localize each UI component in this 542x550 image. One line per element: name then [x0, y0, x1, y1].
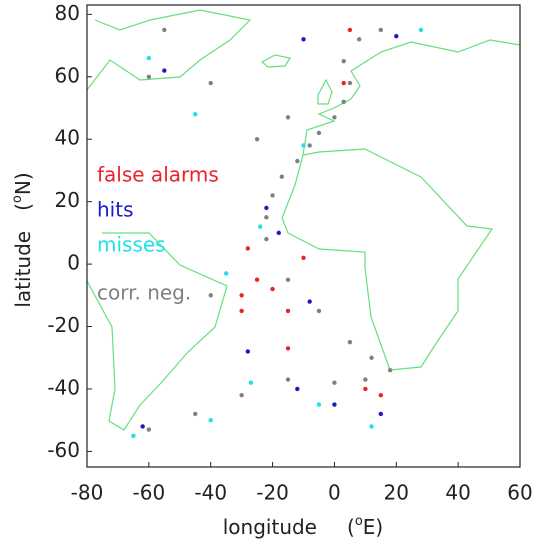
y-tick-label: 60 [55, 63, 80, 87]
track-point [193, 112, 198, 117]
track-point [418, 27, 424, 33]
track-point [264, 205, 269, 211]
legend-entry: misses [97, 233, 166, 257]
track-point [264, 215, 269, 220]
track-point [285, 377, 291, 382]
data-points [131, 27, 424, 438]
britain-coast [317, 78, 333, 105]
plot-frame [86, 4, 521, 468]
track-point [394, 34, 399, 39]
track-point [193, 411, 198, 417]
track-point [316, 130, 322, 136]
track-point [347, 339, 353, 345]
x-axis-label: longitude (oE) [223, 514, 383, 539]
africa-coast [281, 148, 494, 371]
track-point [316, 308, 322, 314]
y-tick-label: -40 [47, 375, 80, 399]
track-point [378, 27, 384, 33]
track-point [295, 386, 300, 392]
track-point [301, 255, 306, 261]
track-point [332, 402, 337, 407]
track-point [146, 427, 152, 432]
track-point [285, 115, 291, 120]
track-point [285, 277, 291, 282]
track-point [208, 80, 213, 86]
track-point [223, 271, 229, 276]
track-point [239, 393, 244, 398]
track-point [301, 37, 306, 42]
x-tick-label: -40 [194, 481, 227, 505]
track-point [245, 349, 251, 354]
y-tick-label: 80 [55, 1, 80, 25]
track-point [316, 402, 322, 407]
track-point [301, 143, 306, 148]
track-point [140, 424, 145, 429]
x-tick-label: -80 [71, 481, 104, 505]
track-point [285, 346, 291, 351]
track-point [341, 80, 346, 86]
track-point [356, 37, 362, 42]
x-tick-label: 0 [328, 481, 341, 505]
iceland-coast [260, 54, 291, 68]
track-point [378, 393, 384, 398]
x-tick-label: -20 [256, 481, 289, 505]
y-axis-label: latitude(oN) [10, 172, 35, 307]
legend-entry: false alarms [97, 163, 219, 187]
track-point [270, 286, 275, 292]
track-point [245, 246, 251, 251]
track-point [162, 68, 167, 73]
track-point [387, 368, 393, 373]
track-point [254, 277, 260, 282]
track-point [332, 115, 337, 120]
track-point [295, 158, 300, 164]
y-tick-label: 20 [55, 188, 80, 212]
track-point [162, 27, 167, 33]
track-point [131, 433, 136, 438]
y-tick-label: -20 [47, 313, 80, 337]
track-point [239, 293, 244, 298]
track-point [369, 424, 374, 429]
north-america-coast [86, 9, 252, 91]
track-point [146, 74, 152, 79]
x-tick-label: 60 [507, 481, 532, 505]
track-point [347, 27, 353, 33]
track-point [239, 308, 244, 314]
track-point [285, 308, 291, 314]
track-point [248, 380, 254, 385]
x-tick-label: -60 [133, 481, 166, 505]
track-point [332, 380, 337, 385]
track-point [307, 143, 312, 148]
track-point [276, 230, 281, 236]
legend-entry: hits [97, 198, 134, 222]
axes: -80 -60 -40 -20 0 20 40 60 -60 -40 -20 0 20 40 60 80 [47, 1, 532, 505]
track-point [258, 224, 263, 229]
y-tick-label: 40 [55, 126, 80, 150]
track-point [363, 377, 368, 382]
track-point [270, 193, 275, 198]
x-tick-label: 20 [384, 481, 409, 505]
y-tick-label: 0 [67, 251, 80, 275]
track-point [347, 80, 353, 86]
track-point [208, 417, 213, 423]
track-point [341, 58, 346, 64]
track-point [307, 299, 312, 304]
track-point [369, 355, 374, 360]
track-point [264, 236, 269, 242]
track-point [254, 137, 260, 142]
coastlines [86, 9, 521, 431]
track-point [208, 293, 213, 298]
europe-coast [302, 39, 521, 156]
track-point [378, 411, 384, 417]
south-america-coast [86, 232, 228, 431]
y-tick-label: -60 [47, 438, 80, 462]
track-point [341, 99, 346, 104]
track-point [279, 174, 285, 179]
track-point [146, 55, 152, 61]
x-tick-label: 40 [445, 481, 470, 505]
track-point [363, 386, 368, 392]
legend-entry: corr. neg. [97, 281, 191, 305]
